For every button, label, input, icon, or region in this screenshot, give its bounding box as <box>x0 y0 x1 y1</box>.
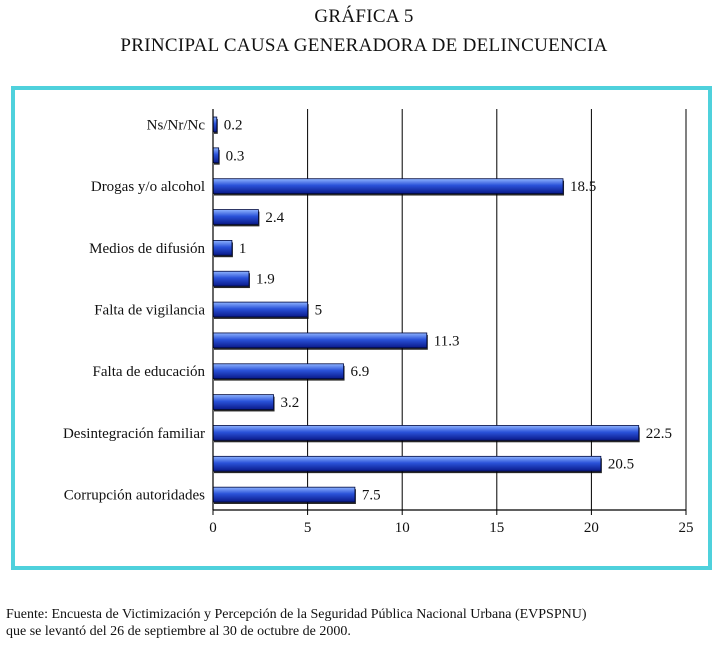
x-tick-label: 0 <box>209 520 217 536</box>
bar <box>212 301 308 318</box>
bar <box>212 394 274 410</box>
source-line-1: Fuente: Encuesta de Victimización y Perc… <box>6 607 587 622</box>
data-label: 1.9 <box>256 272 275 288</box>
category-label: Ns/Nr/Nc <box>147 117 206 133</box>
bars: 0.2 0.3 18.5 2.4 1 1.9 5 11.3 6.9 3.2 22.5 20.5 7.5 <box>212 116 672 504</box>
category-label: Corrupción autoridades <box>64 488 205 504</box>
category-label: Falta de educación <box>93 364 206 380</box>
x-tick-label: 25 <box>679 520 694 536</box>
bar <box>212 178 564 194</box>
data-label: 20.5 <box>608 457 634 473</box>
chart-title: PRINCIPAL CAUSA GENERADORA DE DELINCUENC… <box>120 35 608 56</box>
chart-frame: 0.2 0.3 18.5 2.4 1 1.9 5 11.3 6.9 3.2 22.5 20.5 7.5 … <box>11 86 712 570</box>
bar <box>212 486 356 503</box>
category-label: Falta de vigilancia <box>94 303 205 319</box>
category-label: Medios de difusión <box>89 241 205 257</box>
data-label: 3.2 <box>281 395 300 411</box>
data-label: 5 <box>315 303 323 319</box>
bar <box>212 363 344 379</box>
chart-title-number: GRÁFICA 5 <box>314 6 414 27</box>
data-label: 0.2 <box>224 117 243 133</box>
bar <box>212 209 259 225</box>
bar <box>212 270 250 287</box>
bar <box>212 425 640 441</box>
bar <box>212 240 233 256</box>
bar <box>212 455 602 472</box>
data-label: 22.5 <box>646 426 672 442</box>
data-label: 2.4 <box>265 210 284 226</box>
data-label: 7.5 <box>362 488 381 504</box>
gridlines <box>307 109 687 510</box>
x-tick-label: 5 <box>304 520 312 536</box>
source-note: Fuente: Encuesta de Victimización y Perc… <box>6 606 726 640</box>
x-tick-label: 10 <box>395 520 410 536</box>
bar-chart: 0.20.318.52.411.9511.36.93.222.520.57.5 … <box>63 109 694 536</box>
data-label: 0.3 <box>226 148 245 164</box>
bar <box>212 332 428 349</box>
x-tick-label: 20 <box>584 520 599 536</box>
data-label: 1 <box>239 241 247 257</box>
category-label: Drogas y/o alcohol <box>91 179 205 195</box>
source-line-2: que se levantó del 26 de septiembre al 3… <box>6 624 351 639</box>
data-label: 18.5 <box>570 179 596 195</box>
data-label: 11.3 <box>434 333 460 349</box>
x-tick-label: 15 <box>489 520 504 536</box>
category-label: Desintegración familiar <box>63 426 205 442</box>
data-label: 6.9 <box>351 364 370 380</box>
bar <box>212 147 220 164</box>
